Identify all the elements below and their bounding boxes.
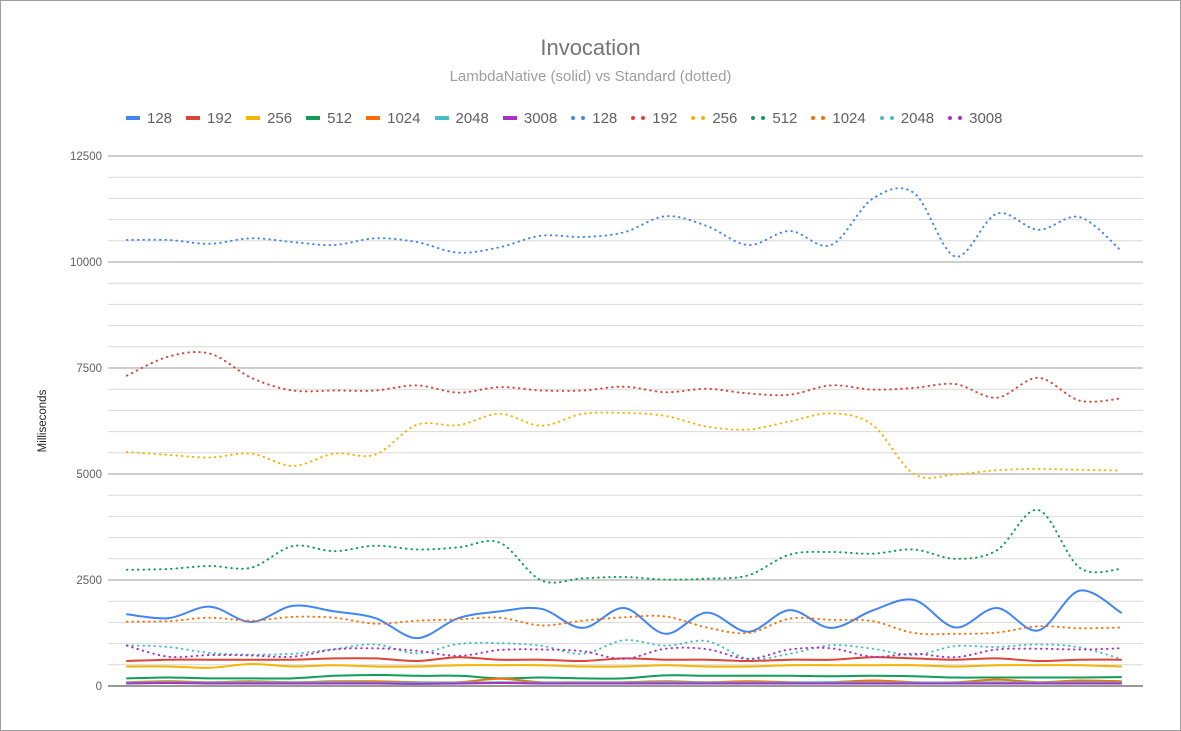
y-tick-label: 0 [96, 681, 102, 693]
legend-label: 2048 [900, 109, 935, 127]
chart-title: Invocation [540, 35, 641, 60]
y-tick-label: 2500 [76, 575, 102, 587]
legend-swatch [126, 116, 140, 120]
series-line-solid-256 [126, 662, 1122, 669]
legend-swatch [502, 116, 517, 120]
legend-swatch [571, 116, 586, 120]
series-line-solid-3008 [126, 682, 1122, 685]
legend-item: 256 [246, 110, 292, 127]
legend-label: 512 [772, 109, 798, 127]
series-line-dotted-1024 [126, 614, 1122, 636]
legend-swatch [434, 116, 449, 120]
legend-swatch [879, 116, 894, 120]
legend-item: 1024 [811, 109, 866, 127]
legend-label: 1024 [832, 109, 866, 127]
legend-label: 192 [652, 109, 678, 127]
legend-swatch [306, 116, 321, 120]
legend-label: 192 [207, 109, 233, 127]
legend-item: 3008 [948, 109, 1003, 127]
legend-item: 1024 [366, 109, 421, 127]
legend-label: 128 [592, 109, 618, 127]
legend-swatch [631, 116, 646, 120]
legend-swatch [948, 116, 963, 120]
legend-label: 2048 [455, 109, 489, 127]
legend-swatch [366, 116, 381, 120]
legend-item: 128 [126, 110, 172, 127]
y-tick-label: 5000 [76, 469, 102, 481]
legend-item: 192 [186, 110, 232, 127]
legend-swatch [186, 116, 201, 120]
legend-swatch [691, 116, 706, 120]
legend-item: 2048 [879, 109, 935, 127]
legend-label: 256 [267, 109, 293, 127]
series-line-solid-128 [126, 589, 1122, 640]
legend-item: 512 [306, 110, 352, 127]
y-tick-label: 7500 [76, 363, 102, 375]
y-axis-title: Milliseconds [37, 389, 49, 452]
y-tick-label: 12500 [70, 151, 102, 163]
legend-label: 3008 [523, 109, 558, 127]
legend-label: 256 [712, 109, 738, 127]
series-line-dotted-3008 [126, 644, 1122, 660]
series-line-solid-512 [126, 674, 1122, 680]
legend-label: 3008 [969, 109, 1003, 127]
legend-item: 512 [751, 110, 797, 127]
legend-item: 256 [691, 110, 737, 127]
legend-item: 128 [571, 110, 617, 127]
series-line-dotted-192 [126, 351, 1122, 403]
series-line-dotted-256 [126, 411, 1122, 479]
chart-subtitle: LambdaNative (solid) vs Standard (dotted… [449, 68, 732, 85]
legend-swatch [751, 116, 766, 120]
legend-label: 1024 [387, 109, 421, 127]
legend-item: 192 [631, 110, 677, 127]
legend-label: 128 [147, 109, 173, 127]
series-line-dotted-2048 [126, 639, 1122, 661]
legend-swatch [811, 116, 826, 120]
legend-label: 512 [327, 109, 353, 127]
legend-item: 3008 [502, 109, 558, 127]
chart-legend: 128 192 256 512 1024 2048 3008 128 192 256 512 1024… [126, 108, 1017, 128]
y-tick-label: 10000 [70, 257, 102, 269]
legend-swatch [246, 116, 261, 120]
legend-item: 2048 [434, 109, 489, 127]
series-line-dotted-512 [126, 508, 1122, 584]
